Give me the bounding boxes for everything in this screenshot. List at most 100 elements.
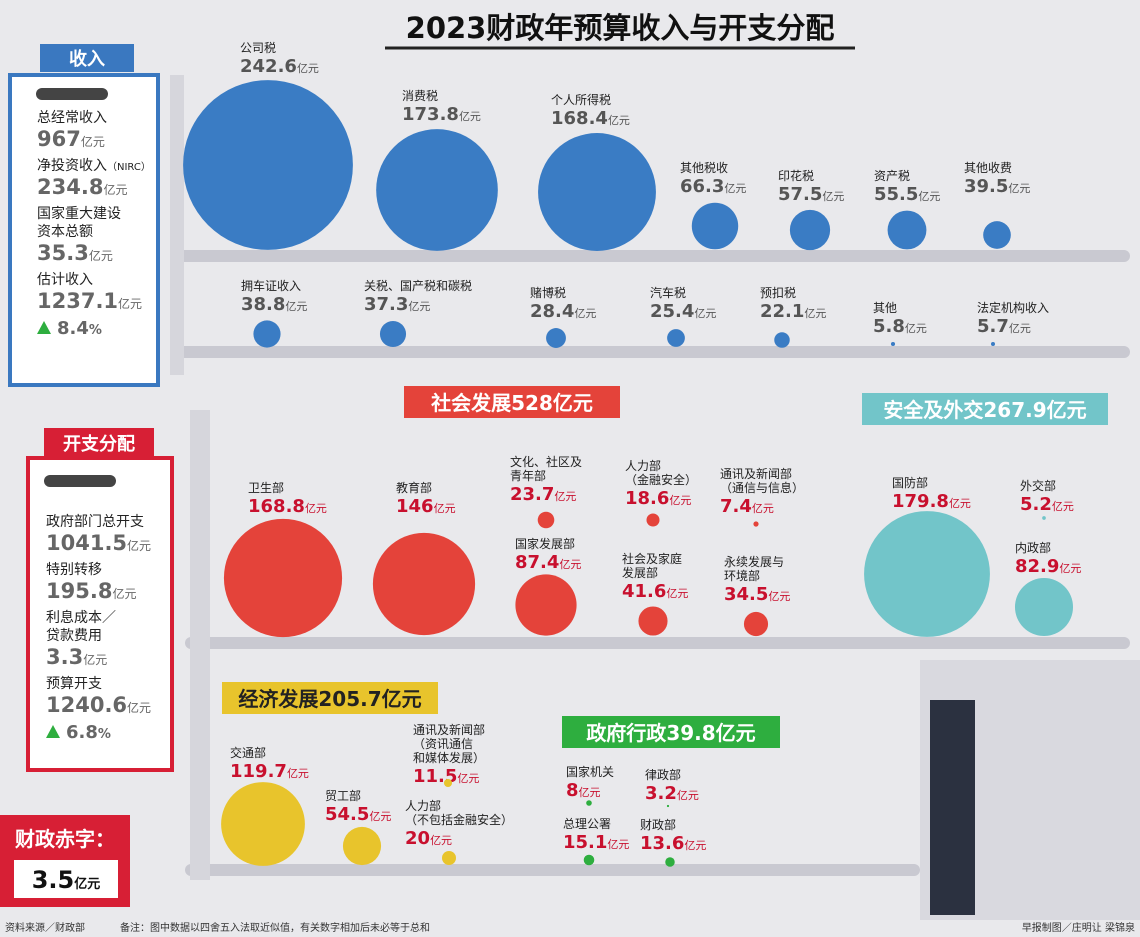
- value: 18.6: [625, 488, 669, 509]
- bubble: [991, 342, 995, 346]
- bubble-label: 贸工部: [325, 788, 361, 803]
- value-label: 23.7亿元: [510, 484, 576, 505]
- label: 特别转移: [46, 562, 102, 578]
- unit: 亿元: [949, 497, 971, 510]
- bubble-label: 公司税: [240, 41, 276, 55]
- deficit-box: [14, 860, 118, 898]
- unit: 亿元: [1047, 398, 1087, 422]
- value-label: 5.2亿元: [1020, 494, 1074, 515]
- unit: 亿元: [608, 114, 630, 127]
- summary-label: 贷款费用: [46, 628, 102, 644]
- unit: 亿元: [559, 558, 581, 571]
- bubble-label: 其他: [873, 301, 897, 315]
- value-label: 18.6亿元: [625, 488, 691, 509]
- bubble-label: 其他税收: [680, 161, 728, 175]
- bubble: [443, 778, 453, 788]
- bubble-label: 人力部: [625, 458, 661, 473]
- summary-label: 总经常收入: [37, 110, 107, 126]
- value: 168.4: [551, 108, 608, 129]
- unit: 亿元: [694, 307, 716, 320]
- value-label: 15.1亿元: [563, 832, 629, 853]
- label: 预算开支: [46, 676, 102, 692]
- summary-label: 预算开支: [46, 676, 102, 692]
- value: 37.3: [364, 294, 408, 315]
- unit: 亿元: [1008, 182, 1030, 195]
- value-label: 57.5亿元: [778, 184, 844, 205]
- group-heading: 经济发展205.7亿元: [238, 687, 421, 711]
- bubble-label: 财政部: [640, 817, 676, 832]
- value: 7.4: [720, 496, 752, 517]
- unit: 亿元: [112, 586, 136, 601]
- value-label: 168.4亿元: [551, 108, 630, 129]
- bubble-label: 消费税: [402, 89, 438, 103]
- value: 234.8: [37, 175, 103, 199]
- footer-source: 资料来源／财政部: [5, 921, 85, 934]
- unit: 亿元: [768, 590, 790, 603]
- revenue-tab: [40, 44, 134, 72]
- value-label: 146亿元: [396, 496, 456, 517]
- unit: 亿元: [305, 502, 327, 515]
- bubble-label: 国家发展部: [515, 536, 575, 551]
- unit: 亿元: [74, 876, 100, 892]
- footer-note: 备注：图中数据以四舍五入法取近似值，有关数字相加后未必等于总和: [120, 921, 430, 934]
- conveyors: [172, 250, 1130, 876]
- bubble-label: 教育部: [396, 480, 432, 495]
- label: 总经常收入: [37, 110, 107, 126]
- conveyor: [172, 346, 1130, 358]
- value: 1041.5: [46, 531, 127, 555]
- bubble-label: 青年部: [510, 468, 546, 483]
- value: 39.5: [964, 176, 1008, 197]
- bubble-label: 永续发展与: [724, 554, 784, 569]
- deficit-value: 3.5亿元: [32, 866, 101, 894]
- bubble-label: 预扣税: [760, 286, 796, 300]
- bubble-label: （不包括金融安全）: [405, 812, 513, 827]
- unit: 亿元: [724, 182, 746, 195]
- group-total: 528: [511, 391, 553, 415]
- unit: 亿元: [677, 789, 699, 802]
- bubble: [379, 320, 407, 348]
- bubble-label: 律政部: [645, 767, 681, 782]
- bubble-label: 通讯及新闻部: [413, 722, 485, 737]
- unit: 亿元: [127, 538, 151, 553]
- label: 净投资收入: [37, 158, 107, 174]
- value: 3.3: [46, 645, 83, 669]
- summary-label: 政府部门总开支: [46, 514, 144, 530]
- unit: 亿元: [1009, 322, 1031, 335]
- value: 20: [405, 828, 430, 849]
- unit: 亿元: [434, 502, 456, 515]
- machine-door: [930, 700, 975, 915]
- revenue-panel: [8, 73, 160, 387]
- value: 179.8: [892, 491, 949, 512]
- value: 38.8: [241, 294, 285, 315]
- bubble: [691, 202, 739, 250]
- value: 5.7: [977, 316, 1009, 337]
- conveyor: [172, 250, 1130, 262]
- bubble: [638, 606, 668, 636]
- bubble-label: （金融安全）: [625, 472, 697, 487]
- label: 资本总额: [37, 224, 93, 240]
- value: 13.6: [640, 833, 684, 854]
- value-label: 179.8亿元: [892, 491, 971, 512]
- value: 22.1: [760, 301, 804, 322]
- bubble-label: 关税、国产税和碳税: [364, 279, 472, 293]
- value: 5.2: [1020, 494, 1052, 515]
- bubble: [442, 851, 456, 865]
- group-heading-bg: [862, 393, 1108, 425]
- value: 54.5: [325, 804, 369, 825]
- value-label: 1240.6亿元: [46, 693, 151, 717]
- unit: 亿元: [822, 190, 844, 203]
- group-heading: 社会发展528亿元: [430, 391, 593, 415]
- summary-label: 特别转移: [46, 562, 102, 578]
- value: 1240.6: [46, 693, 127, 717]
- value: 25.4: [650, 301, 694, 322]
- group-name: 社会发展: [430, 391, 511, 415]
- bubble: [774, 332, 790, 348]
- bubble: [1014, 577, 1074, 637]
- value: 119.7: [230, 761, 287, 782]
- value: 173.8: [402, 104, 459, 125]
- unit: 亿元: [118, 296, 142, 311]
- unit: 亿元: [285, 300, 307, 313]
- bubble: [372, 532, 476, 636]
- group-name: 经济发展: [238, 687, 318, 711]
